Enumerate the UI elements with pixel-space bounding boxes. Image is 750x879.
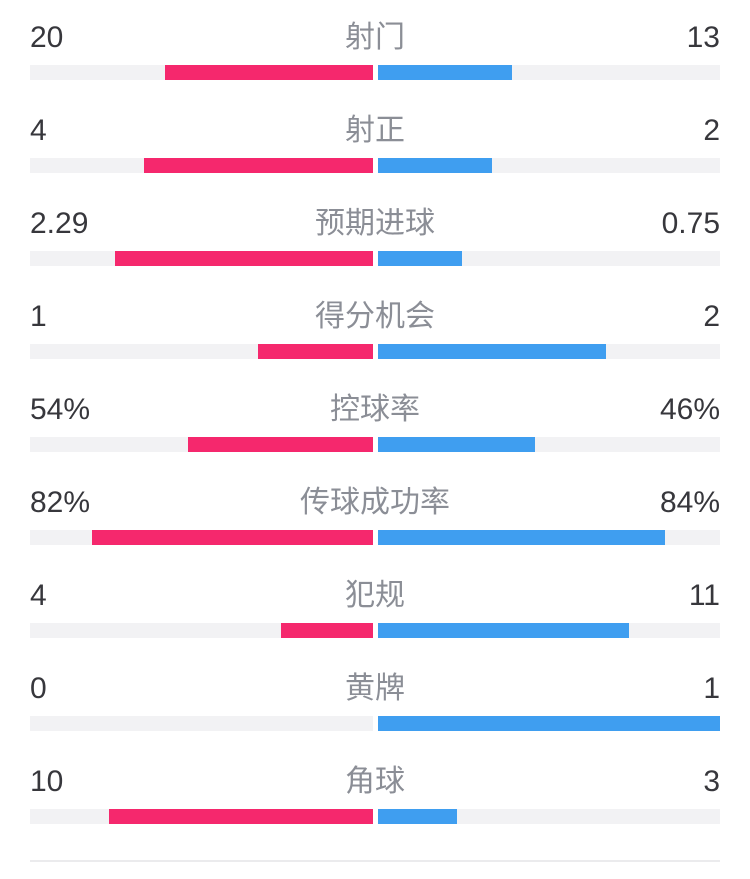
stat-label: 传球成功率: [300, 486, 450, 519]
home-half-track: [30, 437, 373, 452]
away-value: 2: [703, 114, 720, 147]
away-value: 46%: [659, 393, 720, 426]
home-half-track: [30, 809, 373, 824]
home-value: 0: [30, 672, 47, 705]
away-bar: [377, 623, 629, 638]
stat-row: 1 得分机会 2: [30, 299, 720, 359]
home-half-track: [30, 530, 373, 545]
stat-label: 得分机会: [315, 300, 435, 333]
stat-bar-track: [30, 809, 720, 824]
away-bar: [377, 251, 462, 266]
home-half-track: [30, 158, 373, 173]
stat-row: 54% 控球率 46%: [30, 392, 720, 452]
stat-bar-track: [30, 623, 720, 638]
stat-bar-track: [30, 65, 720, 80]
stat-label: 控球率: [330, 393, 420, 426]
home-bar: [114, 251, 373, 266]
stat-bar-track: [30, 251, 720, 266]
stat-bar-track: [30, 437, 720, 452]
home-value: 4: [30, 579, 47, 612]
stat-label: 预期进球: [315, 207, 435, 240]
away-bar: [377, 344, 606, 359]
stat-label: 黄牌: [345, 672, 405, 705]
home-half-track: [30, 65, 373, 80]
stat-label: 角球: [345, 765, 405, 798]
away-half-track: [377, 344, 720, 359]
home-value: 2.29: [30, 207, 89, 240]
home-value: 20: [30, 21, 64, 54]
stat-row: 4 犯规 11: [30, 578, 720, 638]
away-value: 11: [688, 579, 720, 612]
stat-header: 4 犯规 11: [30, 578, 720, 614]
away-bar: [377, 809, 457, 824]
stat-header: 20 射门 13: [30, 20, 720, 56]
stat-header: 4 射正 2: [30, 113, 720, 149]
stat-row: 2.29 预期进球 0.75: [30, 206, 720, 266]
home-value: 10: [30, 765, 64, 798]
stat-bar-track: [30, 344, 720, 359]
home-bar: [109, 809, 373, 824]
away-half-track: [377, 158, 720, 173]
away-half-track: [377, 437, 720, 452]
stat-label: 犯规: [345, 579, 405, 612]
stat-rows-container: 20 射门 13 4 射正 2 2.: [30, 20, 720, 824]
away-value: 1: [703, 672, 720, 705]
stat-label: 射门: [345, 21, 405, 54]
home-value: 1: [30, 300, 47, 333]
away-half-track: [377, 809, 720, 824]
home-bar: [164, 65, 373, 80]
home-bar: [144, 158, 373, 173]
stat-header: 1 得分机会 2: [30, 299, 720, 335]
home-bar: [91, 530, 373, 545]
stat-bar-track: [30, 716, 720, 731]
stat-header: 0 黄牌 1: [30, 671, 720, 707]
away-half-track: [377, 65, 720, 80]
away-bar: [377, 437, 536, 452]
home-bar: [258, 344, 373, 359]
away-half-track: [377, 530, 720, 545]
stat-bar-track: [30, 530, 720, 545]
stat-row: 20 射门 13: [30, 20, 720, 80]
away-bar: [377, 530, 666, 545]
stat-header: 82% 传球成功率 84%: [30, 485, 720, 521]
stat-row: 10 角球 3: [30, 764, 720, 824]
stat-bar-track: [30, 158, 720, 173]
away-value: 2: [703, 300, 720, 333]
home-bar: [187, 437, 373, 452]
away-half-track: [377, 251, 720, 266]
stat-header: 2.29 预期进球 0.75: [30, 206, 720, 242]
home-bar: [281, 623, 373, 638]
home-half-track: [30, 623, 373, 638]
home-half-track: [30, 344, 373, 359]
bottom-divider: [30, 860, 720, 862]
away-half-track: [377, 623, 720, 638]
away-value: 0.75: [661, 207, 720, 240]
stat-row: 82% 传球成功率 84%: [30, 485, 720, 545]
home-value: 4: [30, 114, 47, 147]
away-value: 3: [703, 765, 720, 798]
home-half-track: [30, 251, 373, 266]
stat-header: 54% 控球率 46%: [30, 392, 720, 428]
away-bar: [377, 716, 720, 731]
stat-label: 射正: [345, 114, 405, 147]
away-bar: [377, 65, 513, 80]
stat-row: 4 射正 2: [30, 113, 720, 173]
home-value: 54%: [30, 393, 91, 426]
stat-row: 0 黄牌 1: [30, 671, 720, 731]
home-half-track: [30, 716, 373, 731]
stat-header: 10 角球 3: [30, 764, 720, 800]
away-value: 84%: [659, 486, 720, 519]
away-value: 13: [686, 21, 720, 54]
home-value: 82%: [30, 486, 91, 519]
away-half-track: [377, 716, 720, 731]
away-bar: [377, 158, 492, 173]
